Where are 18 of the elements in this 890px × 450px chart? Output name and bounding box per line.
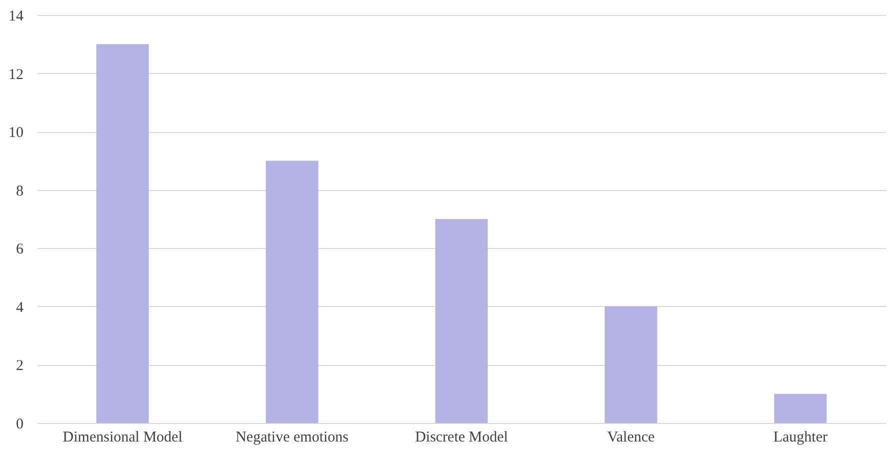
x-tick-label: Valence: [607, 430, 656, 446]
y-tick-label: 0: [16, 416, 24, 432]
bar: [96, 44, 149, 423]
y-tick-label: 8: [16, 183, 24, 200]
x-tick-label: Discrete Model: [415, 430, 508, 446]
y-tick-label: 14: [8, 8, 24, 24]
y-tick-label: 6: [16, 242, 24, 258]
y-tick-label: 4: [16, 300, 24, 316]
bar: [604, 306, 658, 423]
y-tick-label: 12: [8, 66, 24, 83]
x-tick-label: Negative emotions: [236, 430, 349, 446]
x-tick-label: Dimensional Model: [62, 430, 182, 446]
x-tick-label: Laughter: [773, 430, 828, 446]
bar: [435, 219, 488, 423]
bar: [266, 160, 318, 423]
y-tick-label: 10: [8, 125, 24, 142]
y-tick-label: 2: [16, 358, 24, 374]
bar: [774, 394, 827, 423]
